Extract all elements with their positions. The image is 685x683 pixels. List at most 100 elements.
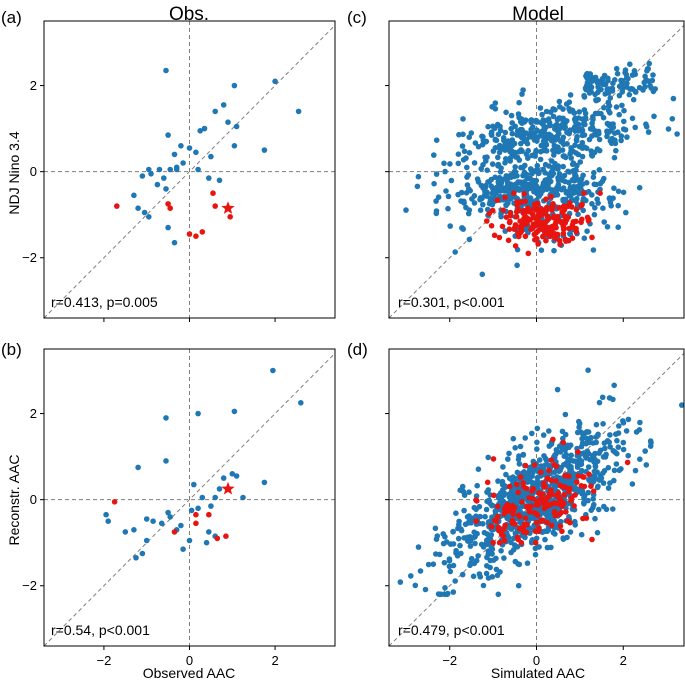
- blue-point: [476, 571, 483, 577]
- blue-point: [560, 122, 566, 128]
- scatter-panel-c: [385, 20, 685, 322]
- blue-point: [515, 582, 522, 589]
- blue-point: [489, 546, 496, 552]
- highlight-star-marker: [221, 481, 235, 495]
- red-point: [581, 483, 588, 490]
- blue-point: [594, 529, 601, 536]
- highlight-star-marker: [221, 201, 235, 214]
- red-point: [214, 535, 221, 542]
- blue-point: [206, 175, 212, 181]
- blue-point: [414, 183, 421, 190]
- red-point: [513, 481, 520, 488]
- blue-point: [565, 168, 571, 175]
- blue-point: [642, 73, 648, 80]
- blue-point: [610, 506, 616, 512]
- blue-point: [579, 132, 586, 139]
- blue-point: [455, 191, 461, 198]
- blue-point: [143, 537, 150, 544]
- red-point: [559, 528, 565, 535]
- blue-point: [611, 185, 617, 191]
- blue-point: [621, 118, 627, 125]
- scatter-panel-a: −2 0 2: [22, 20, 336, 322]
- blue-point: [605, 75, 611, 82]
- blue-point: [620, 418, 626, 424]
- red-point: [518, 228, 525, 234]
- blue-point: [474, 530, 480, 537]
- blue-point: [560, 163, 566, 170]
- blue-point: [619, 89, 626, 95]
- blue-point: [607, 95, 614, 101]
- blue-point: [670, 95, 677, 102]
- blue-point: [459, 571, 466, 578]
- blue-point: [225, 119, 231, 125]
- panel-label-c: (c): [347, 8, 367, 27]
- panel-label-a: (a): [1, 8, 22, 27]
- blue-point: [599, 394, 606, 401]
- blue-point: [480, 201, 486, 208]
- blue-point: [447, 568, 454, 575]
- red-point: [539, 225, 546, 232]
- blue-point: [231, 143, 238, 149]
- red-point: [535, 241, 541, 247]
- blue-point: [674, 131, 680, 137]
- blue-point: [600, 114, 607, 121]
- blue-point: [644, 66, 651, 72]
- blue-point: [548, 158, 555, 164]
- red-point: [588, 483, 594, 490]
- blue-point: [541, 125, 548, 131]
- red-point: [534, 218, 540, 224]
- blue-point: [648, 439, 654, 446]
- blue-point: [600, 421, 606, 427]
- blue-point: [178, 143, 184, 149]
- blue-point: [573, 487, 579, 494]
- blue-point: [461, 148, 468, 155]
- red-point: [544, 475, 550, 482]
- red-point: [502, 194, 508, 201]
- blue-point: [590, 113, 596, 120]
- blue-point: [203, 539, 210, 546]
- blue-point: [515, 185, 521, 192]
- blue-point: [595, 110, 602, 117]
- blue-point: [516, 148, 522, 155]
- blue-point: [447, 161, 453, 167]
- blue-point: [592, 205, 598, 211]
- blue-point: [473, 506, 479, 513]
- blue-point: [585, 464, 592, 470]
- blue-point: [544, 515, 551, 522]
- blue-point: [506, 189, 512, 195]
- blue-point: [503, 109, 509, 116]
- blue-point: [606, 439, 612, 446]
- blue-point: [679, 402, 684, 408]
- blue-point: [581, 144, 588, 150]
- blue-point: [489, 502, 495, 509]
- red-point: [486, 210, 493, 217]
- blue-point: [444, 590, 451, 597]
- blue-point: [517, 443, 524, 450]
- blue-point: [488, 129, 495, 135]
- blue-point: [592, 463, 599, 469]
- blue-point: [589, 124, 596, 131]
- blue-point: [585, 497, 591, 504]
- red-point: [227, 214, 233, 220]
- blue-point: [575, 121, 582, 128]
- red-point: [499, 223, 506, 230]
- blue-point: [220, 475, 227, 481]
- blue-point: [532, 150, 538, 157]
- blue-point: [135, 205, 141, 211]
- x-tick-label: −2: [442, 653, 457, 668]
- blue-point: [430, 561, 437, 567]
- red-point: [500, 207, 507, 214]
- blue-point: [643, 462, 650, 468]
- blue-point: [498, 548, 504, 554]
- blue-point: [590, 496, 596, 502]
- blue-point: [494, 572, 501, 579]
- blue-point: [543, 148, 550, 154]
- blue-point: [431, 180, 437, 187]
- blue-point: [498, 496, 505, 503]
- blue-point: [433, 171, 440, 177]
- blue-point: [581, 499, 587, 506]
- red-point: [520, 524, 527, 530]
- blue-point: [584, 435, 590, 442]
- red-point: [186, 231, 193, 237]
- blue-point: [574, 429, 581, 436]
